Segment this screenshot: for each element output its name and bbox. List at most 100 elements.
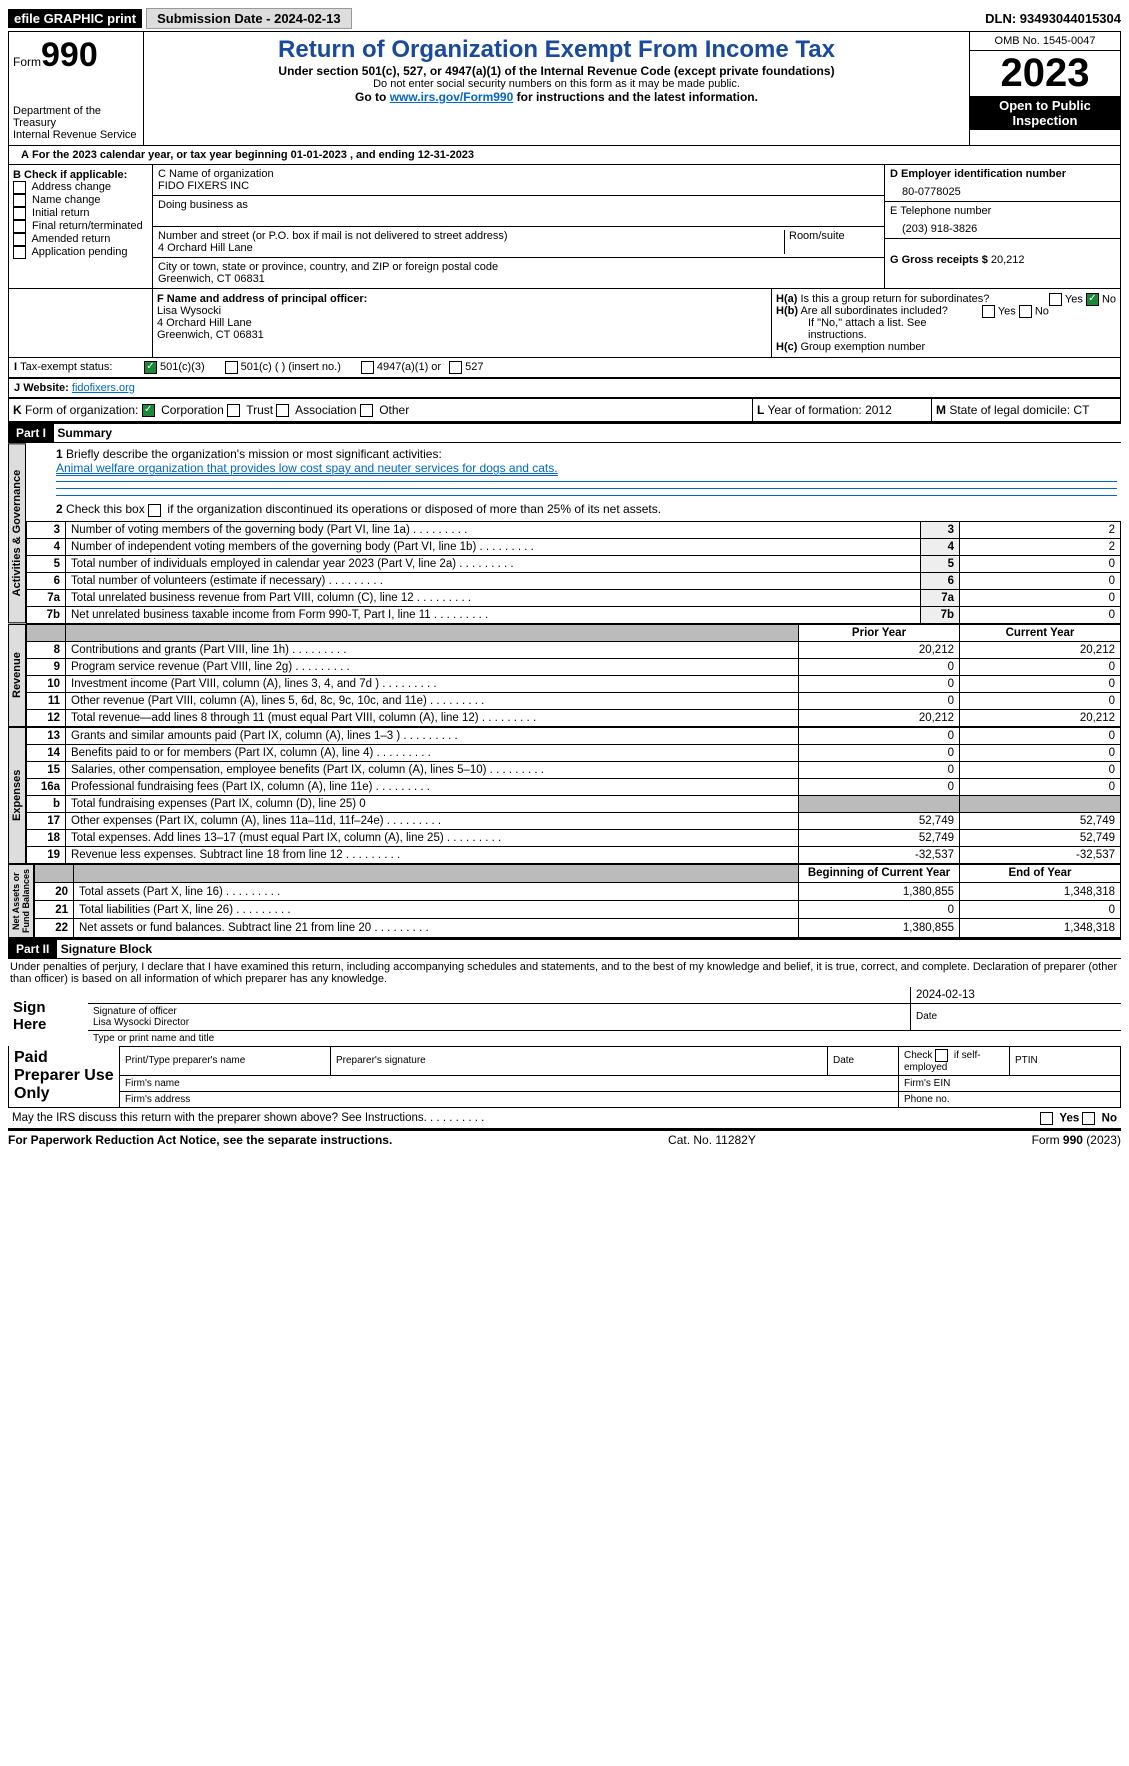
subtitle1: Under section 501(c), 527, or 4947(a)(1)… <box>148 64 965 78</box>
l1: Briefly describe the organization's miss… <box>66 447 442 461</box>
declaration: Under penalties of perjury, I declare th… <box>8 959 1121 987</box>
cb-name-change[interactable] <box>13 194 26 207</box>
officer-name: Lisa Wysocki <box>157 305 221 317</box>
efile-btn[interactable]: efile GRAPHIC print <box>8 9 142 28</box>
cb-final-return-terminated[interactable] <box>13 220 26 233</box>
dept: Department of the Treasury Internal Reve… <box>13 105 139 141</box>
ein: 80-0778025 <box>890 180 1115 198</box>
m-lbl: State of legal domicile: <box>949 403 1070 417</box>
paid-prep: Paid Preparer Use Only <box>9 1046 120 1107</box>
l-lbl: Year of formation: <box>767 403 861 417</box>
f-lbl: F Name and address of principal officer: <box>157 293 367 305</box>
firm-ein: Firm's EIN <box>899 1075 1121 1091</box>
mission: Animal welfare organization that provide… <box>56 461 558 476</box>
form-title: Return of Organization Exempt From Incom… <box>148 36 965 64</box>
city-lbl: City or town, state or province, country… <box>158 261 498 273</box>
addr-lbl: Number and street (or P.O. box if mail i… <box>158 230 508 242</box>
hc: Group exemption number <box>800 341 925 353</box>
phone: (203) 918-3826 <box>890 217 1115 235</box>
hb-note: If "No," attach a list. See instructions… <box>776 317 1116 341</box>
foot-r: Form 990 (2023) <box>1032 1133 1121 1147</box>
tab-exp: Expenses <box>8 727 26 864</box>
org-name: FIDO FIXERS INC <box>158 180 249 192</box>
officer-addr2: Greenwich, CT 06831 <box>157 329 264 341</box>
pp-self: Check if self-employed <box>899 1046 1010 1075</box>
officer-addr1: 4 Orchard Hill Lane <box>157 317 252 329</box>
form990-link[interactable]: www.irs.gov/Form990 <box>390 90 514 104</box>
city: Greenwich, CT 06831 <box>158 273 265 285</box>
cb-trust[interactable] <box>227 404 240 417</box>
room-lbl: Room/suite <box>784 230 879 254</box>
g-lbl: G Gross receipts $ <box>890 254 988 266</box>
l2: Check this box if the organization disco… <box>66 502 661 516</box>
dln: DLN: 93493044015304 <box>985 11 1121 26</box>
cb-other[interactable] <box>360 404 373 417</box>
cb-self-employed[interactable] <box>935 1049 948 1062</box>
top-bar: efile GRAPHIC print Submission Date - 20… <box>8 8 1121 29</box>
cb-amended-return[interactable] <box>13 233 26 246</box>
form-header: Form990 Department of the Treasury Inter… <box>8 31 1121 146</box>
entity-info: A For the 2023 calendar year, or tax yea… <box>8 146 1121 422</box>
part1-hdr: Part I <box>8 424 54 442</box>
form-word: Form <box>13 55 41 69</box>
cb-address-change[interactable] <box>13 181 26 194</box>
irs-yes[interactable] <box>1040 1112 1053 1125</box>
sig-name: Lisa Wysocki Director <box>93 1017 189 1028</box>
k-lbl: Form of organization: <box>25 403 138 417</box>
hb: Are all subordinates included? <box>800 305 947 317</box>
ha-no[interactable] <box>1086 293 1099 306</box>
tax-year: 2023 <box>970 51 1120 96</box>
cb-501c3[interactable] <box>144 361 157 374</box>
table-governance: 3Number of voting members of the governi… <box>26 521 1121 624</box>
domicile: CT <box>1073 403 1089 417</box>
j-lbl: Website: <box>23 382 69 394</box>
sign-here-block: Sign Here 2024-02-13 Signature of office… <box>8 987 1121 1046</box>
part2-title: Signature Block <box>61 942 152 956</box>
hb-yes[interactable] <box>982 305 995 318</box>
goto-post: for instructions and the latest informat… <box>513 90 758 104</box>
tab-net: Net Assets orFund Balances <box>8 864 34 938</box>
public-inspection: Open to Public Inspection <box>970 96 1120 130</box>
cb-501c[interactable] <box>225 361 238 374</box>
table-revenue: Prior YearCurrent Year8Contributions and… <box>26 624 1121 727</box>
date-lbl: Date <box>911 1003 1122 1030</box>
box-b: B Check if applicable: Address change Na… <box>9 165 153 288</box>
c-name-lbl: C Name of organization <box>158 168 274 180</box>
subtitle2: Do not enter social security numbers on … <box>148 78 965 90</box>
irs-no[interactable] <box>1082 1112 1095 1125</box>
form-number: 990 <box>41 36 98 74</box>
cb-assoc[interactable] <box>276 404 289 417</box>
ptin: PTIN <box>1010 1046 1121 1075</box>
foot-m: Cat. No. 11282Y <box>668 1133 756 1147</box>
ha-yes[interactable] <box>1049 293 1062 306</box>
year-formed: 2012 <box>865 403 892 417</box>
tab-rev: Revenue <box>8 624 26 727</box>
part1-title: Summary <box>57 426 112 440</box>
omb: OMB No. 1545-0047 <box>970 32 1120 51</box>
dba-lbl: Doing business as <box>158 199 248 211</box>
goto-pre: Go to <box>355 90 390 104</box>
part2-hdr: Part II <box>8 940 57 958</box>
firm-phone: Phone no. <box>899 1091 1121 1107</box>
cb-discontinued[interactable] <box>148 504 161 517</box>
pp-sig: Preparer's signature <box>331 1046 828 1075</box>
submission-date: Submission Date - 2024-02-13 <box>146 8 352 29</box>
footer: For Paperwork Reduction Act Notice, see … <box>8 1129 1121 1147</box>
firm-addr: Firm's address <box>120 1091 899 1107</box>
firm-name: Firm's name <box>120 1075 899 1091</box>
e-lbl: E Telephone number <box>890 205 991 217</box>
gross: 20,212 <box>991 254 1025 266</box>
pp-name: Print/Type preparer's name <box>120 1046 331 1075</box>
paid-preparer-block: Paid Preparer Use Only Print/Type prepar… <box>8 1046 1121 1108</box>
cb-initial-return[interactable] <box>13 207 26 220</box>
cb-application-pending[interactable] <box>13 246 26 259</box>
line-a: For the 2023 calendar year, or tax year … <box>32 149 474 161</box>
irs-discuss: May the IRS discuss this return with the… <box>12 1112 427 1124</box>
sig-date: 2024-02-13 <box>911 987 1122 1004</box>
cb-4947[interactable] <box>361 361 374 374</box>
website[interactable]: fidofixers.org <box>72 382 135 394</box>
hb-no[interactable] <box>1019 305 1032 318</box>
cb-527[interactable] <box>449 361 462 374</box>
cb-corp[interactable] <box>142 404 155 417</box>
pp-date: Date <box>828 1046 899 1075</box>
